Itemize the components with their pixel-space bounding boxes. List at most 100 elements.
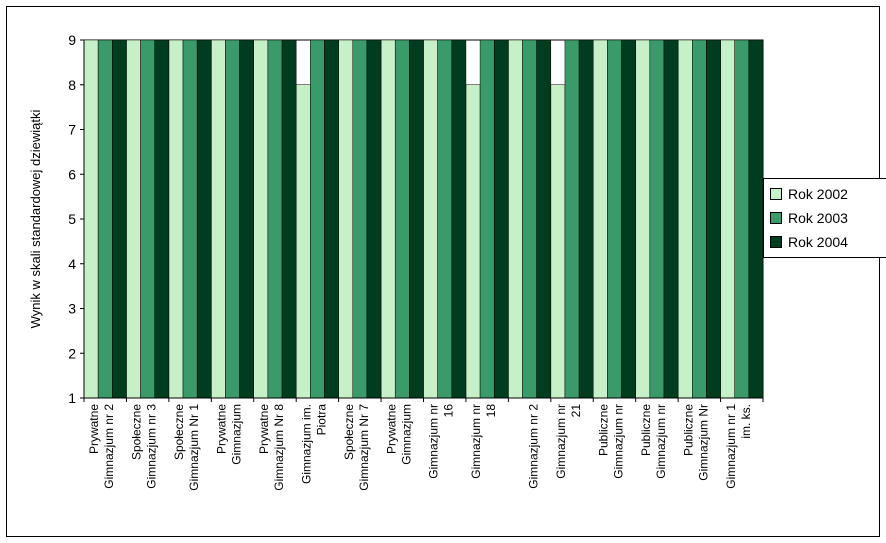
bar (225, 39, 240, 399)
y-tick-label: 1 (68, 390, 76, 406)
bar (564, 39, 580, 399)
bar (168, 39, 184, 399)
x-category-label: Publiczne (596, 404, 610, 456)
bar (607, 39, 622, 399)
bar (196, 39, 212, 399)
bar (267, 39, 283, 399)
x-category-label: Prywatne (87, 404, 101, 454)
bar (677, 39, 693, 399)
bar (451, 39, 467, 399)
x-category-label: Gimnazjum nr 2 (102, 404, 116, 489)
legend: Rok 2002 Rok 2003 Rok 2004 (763, 178, 886, 258)
bar (508, 39, 523, 399)
legend-label-2003: Rok 2003 (788, 210, 848, 226)
bar (493, 39, 509, 399)
bar (380, 39, 396, 399)
bar (211, 39, 226, 399)
bar (324, 39, 339, 399)
x-category-label: Gimnazjum Nr 8 (272, 404, 286, 491)
x-category-label: Prywatne (384, 404, 398, 454)
x-category-label: Gimnazjum nr (611, 404, 625, 479)
bar (154, 39, 170, 399)
bar (182, 39, 198, 399)
x-category-label: Gimnazjum nr 1 (724, 404, 738, 489)
x-category-label: Gimnazjum nr (654, 404, 668, 479)
bar (366, 39, 382, 399)
bar (479, 39, 495, 399)
x-category-label: Piotra (314, 404, 328, 436)
x-category-label: Gimnazjum Nr (696, 404, 710, 481)
legend-item-2004: Rok 2004 (770, 233, 848, 251)
x-category-label: Społeczne (172, 404, 186, 460)
x-category-label: Publiczne (681, 404, 695, 456)
bar (423, 39, 438, 399)
bar (239, 39, 255, 399)
bar (649, 39, 665, 399)
y-tick-label: 6 (68, 166, 76, 182)
legend-swatch-2003 (770, 212, 782, 224)
bar (310, 39, 325, 399)
bar (550, 84, 566, 399)
y-tick-label: 7 (68, 122, 76, 138)
x-category-label: Gimnazjum (230, 404, 244, 465)
legend-swatch-2004 (770, 236, 782, 248)
x-category-label: Gimnazjum (399, 404, 413, 465)
y-tick-label: 9 (68, 32, 76, 48)
bar (437, 39, 453, 399)
bar (409, 39, 424, 399)
y-tick-label: 3 (68, 301, 76, 317)
bar (281, 39, 297, 399)
x-category-label: Społeczne (342, 404, 356, 460)
bar (338, 39, 354, 399)
x-category-label: Publiczne (639, 404, 653, 456)
y-tick-label: 5 (68, 211, 76, 227)
x-category-label: Gimnazjum Nr 1 (187, 404, 201, 491)
legend-label-2002: Rok 2002 (788, 186, 848, 202)
x-category-label: Społeczne (130, 404, 144, 460)
legend-item-2003: Rok 2003 (770, 209, 848, 227)
x-category-label: Gimnazjum Nr 7 (357, 404, 371, 491)
bar (748, 39, 764, 399)
bar (97, 39, 113, 399)
bar (621, 39, 636, 399)
y-tick-label: 8 (68, 77, 76, 93)
x-category-label: Gimnazjum nr (554, 404, 568, 479)
legend-swatch-2002 (770, 188, 782, 200)
x-category-label: Prywatne (215, 404, 229, 454)
bar (352, 39, 368, 399)
legend-label-2004: Rok 2004 (788, 234, 848, 250)
y-tick-label: 2 (68, 345, 76, 361)
bar (394, 39, 410, 399)
x-category-label: 21 (569, 404, 583, 418)
bar (578, 39, 594, 399)
x-category-label: Prywatne (257, 404, 271, 454)
x-category-label: Gimnazjum nr 2 (527, 404, 541, 489)
x-category-label: Gimnazjum nr (469, 404, 483, 479)
x-category-label: 18 (484, 404, 498, 418)
bar (465, 84, 481, 399)
bar (706, 39, 721, 399)
x-category-label: im. ks. (739, 404, 753, 439)
bar (83, 39, 99, 399)
legend-item-2002: Rok 2002 (770, 185, 848, 203)
bar (536, 39, 552, 399)
bar (112, 39, 127, 399)
bar (663, 39, 679, 399)
x-category-label: Gimnazjum im. (299, 404, 313, 484)
x-category-label: 16 (442, 404, 456, 418)
x-category-label: Gimnazjum nr (427, 404, 441, 479)
y-axis-label: Wynik w skali standardowej dziewiątki (28, 109, 43, 328)
bar (720, 39, 735, 399)
bar (140, 39, 155, 399)
bar (635, 39, 651, 399)
bar (593, 39, 608, 399)
bar (734, 39, 750, 399)
bar (126, 39, 141, 399)
y-tick-label: 4 (68, 256, 76, 272)
x-category-label: Gimnazjum nr 3 (145, 404, 159, 489)
bar (253, 39, 269, 399)
bar (522, 39, 537, 399)
bar (295, 84, 311, 399)
bar (692, 39, 707, 399)
